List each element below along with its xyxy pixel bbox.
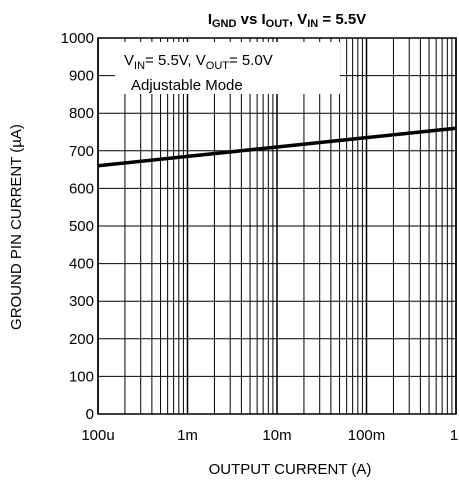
x-tick-label: 10m [262,427,291,444]
y-tick-label: 600 [69,180,94,197]
y-tick-label: 900 [69,68,94,85]
y-tick-labels: 0 100 200 300 400 500 600 700 800 900 1000 [61,30,94,423]
x-tick-label: 1m [177,427,198,444]
annotation-mode: Adjustable Mode [131,77,243,94]
y-tick-label: 100 [69,368,94,385]
y-tick-label: 300 [69,293,94,310]
x-tick-labels: 100u 1m 10m 100m 1 [81,427,458,444]
y-tick-label: 200 [69,331,94,348]
x-axis-label: OUTPUT CURRENT (A) [209,461,372,478]
x-tick-label: 100u [81,427,114,444]
plot-frame [97,37,457,415]
series-line [97,126,457,168]
x-tick-label: 1 [450,427,458,444]
y-tick-label: 700 [69,143,94,160]
y-tick-label: 0 [86,406,94,423]
y-axis-label: GROUND PIN CURRENT (µA) [8,124,25,330]
annotation-conditions: VIN= 5.5V, VOUT= 5.0V [124,52,273,72]
y-tick-label: 800 [69,105,94,122]
y-tick-label: 1000 [61,30,94,47]
y-tick-label: 500 [69,218,94,235]
annotation-background [115,42,340,94]
y-tick-label: 400 [69,256,94,273]
x-tick-label: 100m [348,427,386,444]
chart-title: IGND vs IOUT, VIN = 5.5V [208,11,366,30]
series-group [97,126,457,168]
